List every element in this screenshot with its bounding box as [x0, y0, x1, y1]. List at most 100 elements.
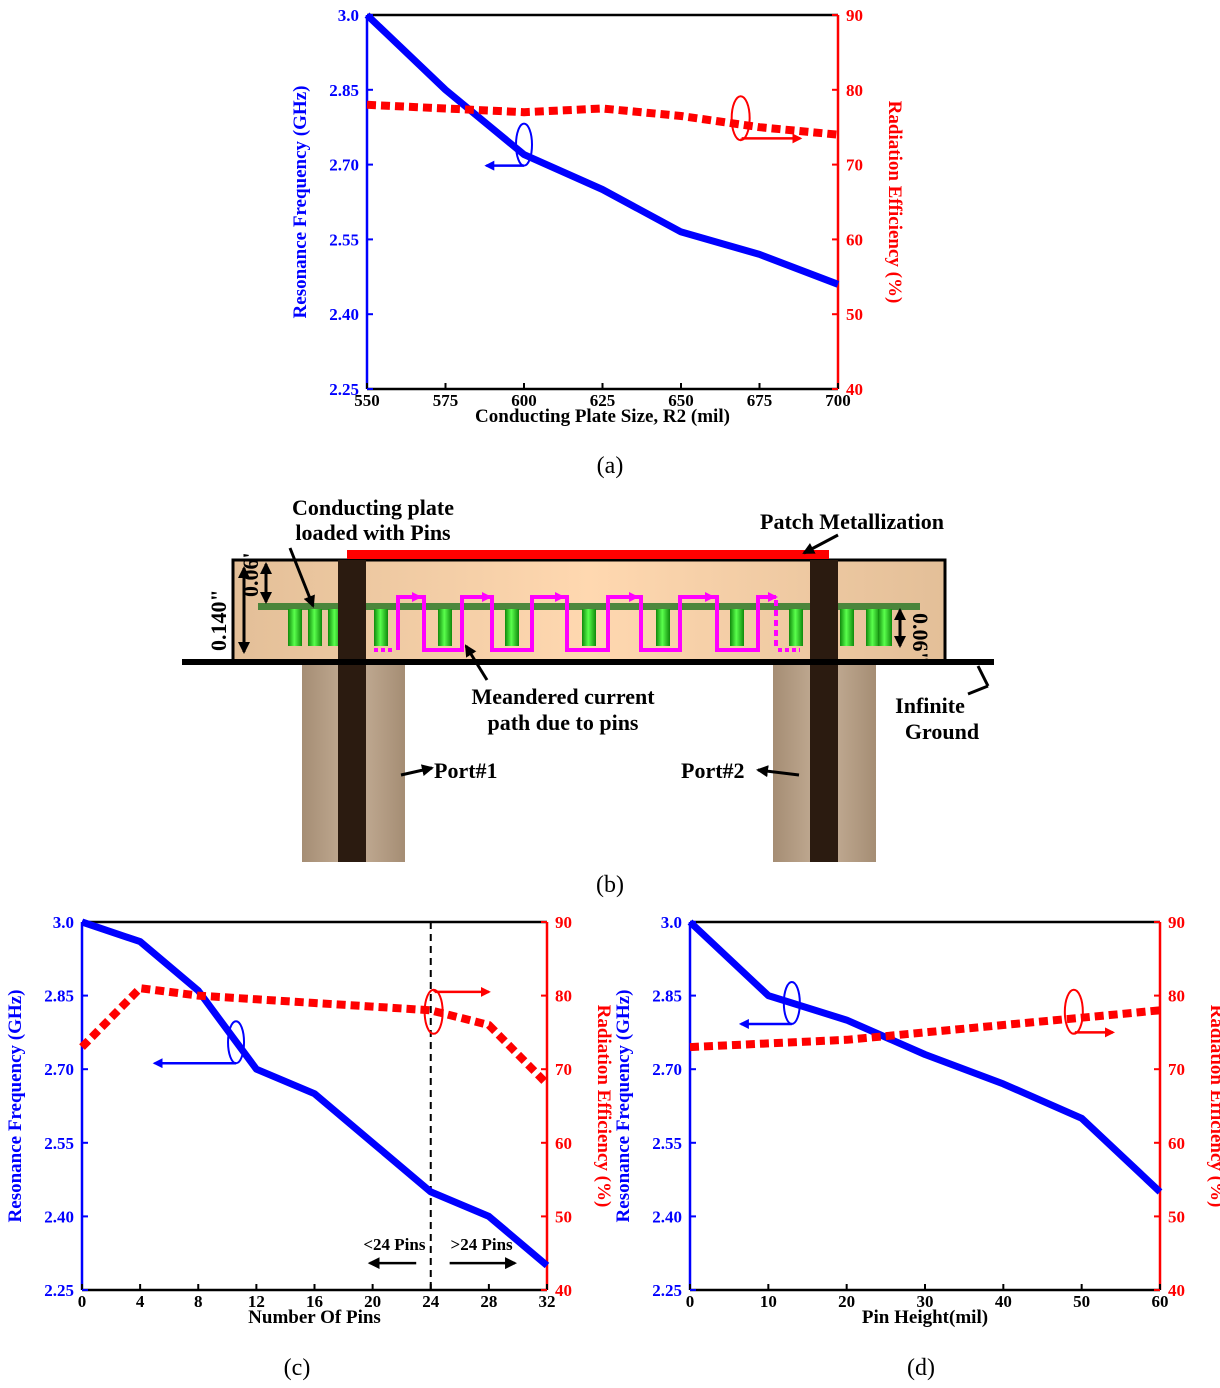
- frequency-axis-indicator-ellipse: [515, 122, 533, 167]
- meander-segment-4: [637, 592, 715, 652]
- x-tick-label: 8: [194, 1292, 203, 1311]
- label-height-total: 0.140": [206, 589, 231, 651]
- panel-b-caption: (b): [596, 872, 624, 898]
- chart-panel-c: 0 4 8 12 16 20 24 28 32 2.25 2.40 2.55 2.70 2.85 3.0 40…: [5, 913, 614, 1328]
- y-tick-label: 2.25: [329, 380, 359, 399]
- y-axis-label: Resonance Frequency (GHz): [613, 990, 634, 1223]
- panel-d-caption: (d): [907, 1355, 935, 1381]
- conducting-plate: [258, 603, 920, 610]
- panel-a-caption: (a): [597, 453, 624, 479]
- x-tick-label: 32: [539, 1292, 556, 1311]
- x-tick-label: 675: [747, 391, 773, 410]
- y-tick-label: 2.55: [652, 1134, 682, 1153]
- pin-12: [866, 609, 880, 646]
- y2-tick-label: 40: [846, 380, 863, 399]
- y-tick-label: 2.85: [652, 987, 682, 1006]
- x-tick-label: 650: [668, 391, 694, 410]
- plot-frame: [365, 13, 840, 391]
- port2-leader-arrow: [756, 765, 800, 778]
- y2-tick-label: 70: [846, 156, 863, 175]
- frequency-series-line: [687, 919, 1163, 1195]
- y2-tick-label: 50: [1168, 1207, 1185, 1226]
- chart-panel-a: 550 575 600 625 650 675 700 2.25 2.40 2.55 2.70 2.8…: [290, 6, 905, 427]
- y2-tick-label: 80: [846, 81, 863, 100]
- y-tick-label: 2.25: [652, 1281, 682, 1300]
- x-axis-label: Number Of Pins: [248, 1307, 381, 1328]
- y-tick-label: 2.85: [329, 81, 359, 100]
- chart-panel-d: 0 10 20 30 40 50 60 2.25 2.40 2.55 2.70 2.85 3.0 40 50…: [613, 913, 1220, 1328]
- y2-axis-label: Radiation Efficiency (%): [593, 1005, 614, 1208]
- y-tick-label: 2.70: [44, 1060, 74, 1079]
- pin-9: [730, 609, 744, 646]
- label-ground-line1: Infinite: [895, 693, 965, 718]
- y2-tick-label: 90: [1168, 913, 1185, 932]
- y2-tick-label: 80: [1168, 987, 1185, 1006]
- label-patch: Patch Metallization: [760, 509, 944, 534]
- meander-segment-2: [490, 592, 565, 652]
- meander-segment-1: [420, 592, 492, 652]
- x-tick-label: 575: [433, 391, 459, 410]
- y-tick-label: 3.0: [53, 913, 74, 932]
- annotation-less-than-24: <24 Pins: [363, 1235, 425, 1254]
- frequency-series-line: [364, 12, 840, 288]
- efficiency-axis-indicator-ellipse: [730, 95, 751, 142]
- pin-1: [288, 609, 302, 646]
- y-tick-label: 2.40: [44, 1207, 74, 1226]
- x-tick-label: 16: [306, 1292, 323, 1311]
- label-ground-line2: Ground: [905, 719, 979, 744]
- y-axis-label: Resonance Frequency (GHz): [5, 990, 26, 1223]
- y2-tick-label: 40: [1168, 1281, 1185, 1300]
- y-tick-label: 2.55: [44, 1134, 74, 1153]
- x-tick-label: 20: [838, 1292, 855, 1311]
- y-tick-label: 2.40: [329, 305, 359, 324]
- annotation-greater-than-24: >24 Pins: [451, 1235, 513, 1254]
- pin-7: [582, 609, 596, 646]
- pin-13: [878, 609, 892, 646]
- label-meander-line2: path due to pins: [487, 710, 638, 735]
- ground-leader-line-2: [967, 684, 989, 696]
- label-plate-line1: Conducting plate: [292, 495, 454, 520]
- x-tick-label: 625: [590, 391, 616, 410]
- x-tick-label: 28: [480, 1292, 497, 1311]
- port1-leader-arrow: [400, 764, 434, 777]
- label-meander-line1: Meandered current: [471, 684, 655, 709]
- y2-tick-label: 90: [846, 6, 863, 25]
- x-tick-label: 60: [1152, 1292, 1169, 1311]
- x-axis-label: Pin Height(mil): [862, 1307, 988, 1328]
- ground-leader-line: [976, 665, 990, 687]
- y-tick-label: 2.85: [44, 987, 74, 1006]
- label-height-top: 0.06': [238, 552, 263, 597]
- feed-pin-1: [338, 560, 366, 862]
- patch-leader-arrow: [802, 533, 839, 555]
- y2-axis-label: Radiation Efficiency (%): [884, 101, 905, 304]
- x-tick-label: 40: [995, 1292, 1012, 1311]
- x-axis-label: Conducting Plate Size, R2 (mil): [475, 406, 730, 427]
- antenna-cross-section-diagram: Conducting plate loaded with Pins Patch …: [182, 495, 994, 862]
- y2-tick-label: 50: [846, 305, 863, 324]
- x-tick-label: 50: [1073, 1292, 1090, 1311]
- label-plate-line2: loaded with Pins: [295, 520, 451, 545]
- y-axis-label: Resonance Frequency (GHz): [290, 86, 311, 319]
- y2-tick-label: 40: [555, 1281, 572, 1300]
- x-tick-label: 700: [825, 391, 851, 410]
- pin-10: [789, 609, 803, 646]
- x-tick-label: 4: [136, 1292, 145, 1311]
- meander-segment-3: [563, 592, 639, 652]
- x-tick-label: 30: [917, 1292, 934, 1311]
- plate-leader-arrow: [288, 547, 315, 608]
- pin-5: [438, 609, 452, 646]
- x-tick-label: 0: [686, 1292, 695, 1311]
- y2-tick-label: 60: [555, 1134, 572, 1153]
- x-tick-label: 600: [511, 391, 537, 410]
- x-tick-label: 0: [78, 1292, 87, 1311]
- plot-frame: [688, 920, 1162, 1292]
- x-tick-label: 12: [248, 1292, 265, 1311]
- x-tick-label: 10: [760, 1292, 777, 1311]
- label-port2: Port#2: [681, 758, 745, 783]
- y2-tick-label: 60: [846, 230, 863, 249]
- y2-tick-label: 80: [555, 987, 572, 1006]
- panel-c-caption: (c): [284, 1355, 311, 1381]
- pin-2: [308, 609, 322, 646]
- pin-6: [505, 609, 519, 646]
